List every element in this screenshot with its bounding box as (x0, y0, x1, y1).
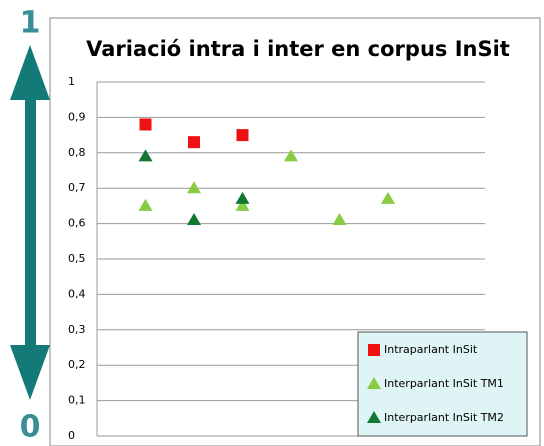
point (236, 129, 249, 142)
legend-label: Interparlant InSit TM2 (384, 411, 504, 424)
y-tick-label: 0,5 (68, 252, 86, 265)
y-tick-label: 1 (68, 75, 75, 88)
y-tick-label: 0,8 (68, 146, 86, 159)
point (187, 213, 201, 226)
legend-box (357, 331, 528, 437)
y-tick-label: 0,2 (68, 358, 86, 371)
y-tick-label: 0,4 (68, 287, 86, 300)
point (188, 136, 200, 149)
point (139, 118, 152, 131)
legend-label: Intraparlant InSit (384, 343, 478, 356)
point (367, 377, 381, 389)
legend-label: Interparlant InSit TM1 (384, 377, 504, 390)
point (187, 181, 201, 194)
scale-top: 1 (20, 6, 41, 41)
y-tick-label: 0,9 (68, 110, 86, 123)
point (332, 213, 347, 226)
y-tick-label: 0,3 (68, 323, 86, 336)
point (235, 191, 250, 204)
point (235, 198, 250, 211)
y-tick-label: 0,1 (68, 394, 86, 407)
chart-title: Variació intra i inter en corpus InSit (86, 37, 510, 61)
point (138, 198, 153, 211)
y-tick-label: 0,7 (68, 181, 86, 194)
scale-bottom: 0 (20, 410, 41, 445)
double-arrow (10, 45, 50, 400)
point (138, 149, 153, 162)
point (381, 191, 395, 204)
point (368, 344, 380, 356)
point (284, 149, 298, 162)
y-tick-label: 0,6 (68, 217, 86, 230)
y-tick-label: 0 (68, 429, 75, 442)
point (367, 411, 381, 423)
